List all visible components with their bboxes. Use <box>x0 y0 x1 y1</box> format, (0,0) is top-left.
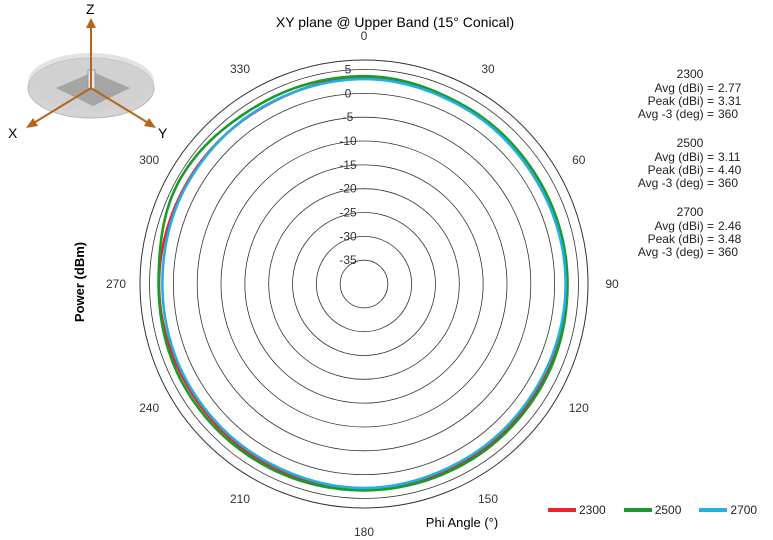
grid-ring <box>149 69 579 499</box>
stat-band: 2300 <box>676 67 704 81</box>
legend-item-2300: 2300 <box>548 503 606 517</box>
stat-band: 2700 <box>676 205 704 219</box>
stat-value: 2.77 <box>718 81 742 95</box>
stat-row: Avg -3 (deg) = 360 <box>600 246 750 259</box>
angle-tick-label: 30 <box>481 62 495 76</box>
radial-tick-label: 5 <box>345 63 352 77</box>
legend-label: 2700 <box>730 503 758 517</box>
series-line-2700 <box>161 77 567 490</box>
legend-label: 2300 <box>579 503 606 517</box>
legend-swatch <box>548 508 576 512</box>
grid-ring <box>315 235 413 333</box>
stat-value: 2.46 <box>718 219 742 233</box>
angle-tick-label: 240 <box>139 401 159 415</box>
stat-value: 3.11 <box>718 150 741 164</box>
series-group <box>157 74 569 492</box>
stat-label: Avg (dBi) = <box>654 150 714 164</box>
grid-ring <box>292 212 436 356</box>
grid-ring <box>196 116 532 452</box>
angle-tick-label: 90 <box>605 277 619 291</box>
angle-tick-label: 60 <box>572 153 586 167</box>
radial-tick-label: -20 <box>339 182 357 196</box>
stat-value: 3.48 <box>718 232 742 246</box>
legend-item-2500: 2500 <box>623 503 682 517</box>
legend-swatch <box>699 508 728 512</box>
stats-panel: 2300 Avg (dBi) = 2.77 Peak (dBi) = 3.31 Av… <box>600 68 750 275</box>
radial-tick-label: 0 <box>345 86 352 100</box>
stat-value: 360 <box>718 176 739 190</box>
grid-ring <box>244 164 484 404</box>
polar-grid <box>139 59 589 509</box>
stat-block-2500: 2500 Avg (dBi) = 3.11 Peak (dBi) = 4.40 Av… <box>600 137 750 190</box>
legend: 2300 2500 2700 <box>548 503 773 517</box>
angle-tick-label: 210 <box>230 492 250 506</box>
radial-tick-label: -15 <box>339 158 357 172</box>
chart-title: XY plane @ Upper Band (15° Conical) <box>276 14 514 30</box>
radial-tick-label: -30 <box>339 229 357 243</box>
axes-orientation-icon: Z X Y <box>8 1 168 141</box>
y-axis-label: Power (dBm) <box>72 242 87 322</box>
stat-label: Peak (dBi) = <box>647 232 714 246</box>
axis-z-label: Z <box>86 1 95 17</box>
stat-value: 360 <box>718 107 739 121</box>
legend-item-2700: 2700 <box>699 503 757 517</box>
stat-row: Avg -3 (deg) = 360 <box>600 177 750 190</box>
legend-label: 2500 <box>654 503 682 517</box>
stat-row: Peak (dBi) = 4.40 <box>600 164 750 177</box>
stat-label: Avg -3 (deg) = <box>637 245 714 259</box>
stat-band: 2500 <box>676 136 704 150</box>
angle-tick-label: 0 <box>361 29 368 43</box>
outer-ring <box>139 59 589 509</box>
stat-row: Peak (dBi) = 3.48 <box>600 233 750 246</box>
stat-label: Avg -3 (deg) = <box>637 176 714 190</box>
stat-row: Avg (dBi) = 3.11 <box>600 151 750 164</box>
stat-value: 360 <box>718 245 739 259</box>
stat-label: Avg (dBi) = <box>654 81 714 95</box>
angle-tick-label: 180 <box>354 525 374 539</box>
stat-label: Avg (dBi) = <box>654 219 714 233</box>
axis-y-label: Y <box>158 125 168 141</box>
angle-tick-label: 150 <box>478 492 498 506</box>
radial-tick-label: -5 <box>343 110 354 124</box>
stat-row: Peak (dBi) = 3.31 <box>600 95 750 108</box>
stat-block-2700: 2700 Avg (dBi) = 2.46 Peak (dBi) = 3.48 Av… <box>600 206 750 259</box>
radial-tick-label: -25 <box>339 206 357 220</box>
stat-value: 4.40 <box>718 163 742 177</box>
radial-tick-label: -10 <box>339 134 357 148</box>
stat-row: Avg (dBi) = 2.77 <box>600 82 750 95</box>
angle-tick-label: 300 <box>139 153 159 167</box>
axis-x-label: X <box>8 125 18 141</box>
angle-tick-label: 270 <box>106 277 126 291</box>
x-axis-label: Phi Angle (°) <box>426 515 498 530</box>
tick-labels: 5 0 -5 -10 -15 -20 -25 -30 -35 0 30 60 90 120 150 180 21… <box>106 29 619 539</box>
radial-tick-label: -35 <box>339 253 357 267</box>
angle-tick-label: 120 <box>569 401 589 415</box>
stat-label: Peak (dBi) = <box>647 94 714 108</box>
grid-ring <box>268 188 460 380</box>
series-line-2500 <box>157 74 569 492</box>
stat-block-2300: 2300 Avg (dBi) = 2.77 Peak (dBi) = 3.31 Av… <box>600 68 750 121</box>
legend-swatch <box>623 508 652 512</box>
stat-label: Avg -3 (deg) = <box>637 107 714 121</box>
grid-ring <box>339 259 389 309</box>
grid-ring <box>172 92 556 476</box>
angle-tick-label: 330 <box>230 62 250 76</box>
stat-row: Avg -3 (deg) = 360 <box>600 108 750 121</box>
stat-value: 3.31 <box>718 94 742 108</box>
stat-label: Peak (dBi) = <box>647 163 714 177</box>
grid-ring <box>220 140 508 428</box>
stat-row: Avg (dBi) = 2.46 <box>600 220 750 233</box>
